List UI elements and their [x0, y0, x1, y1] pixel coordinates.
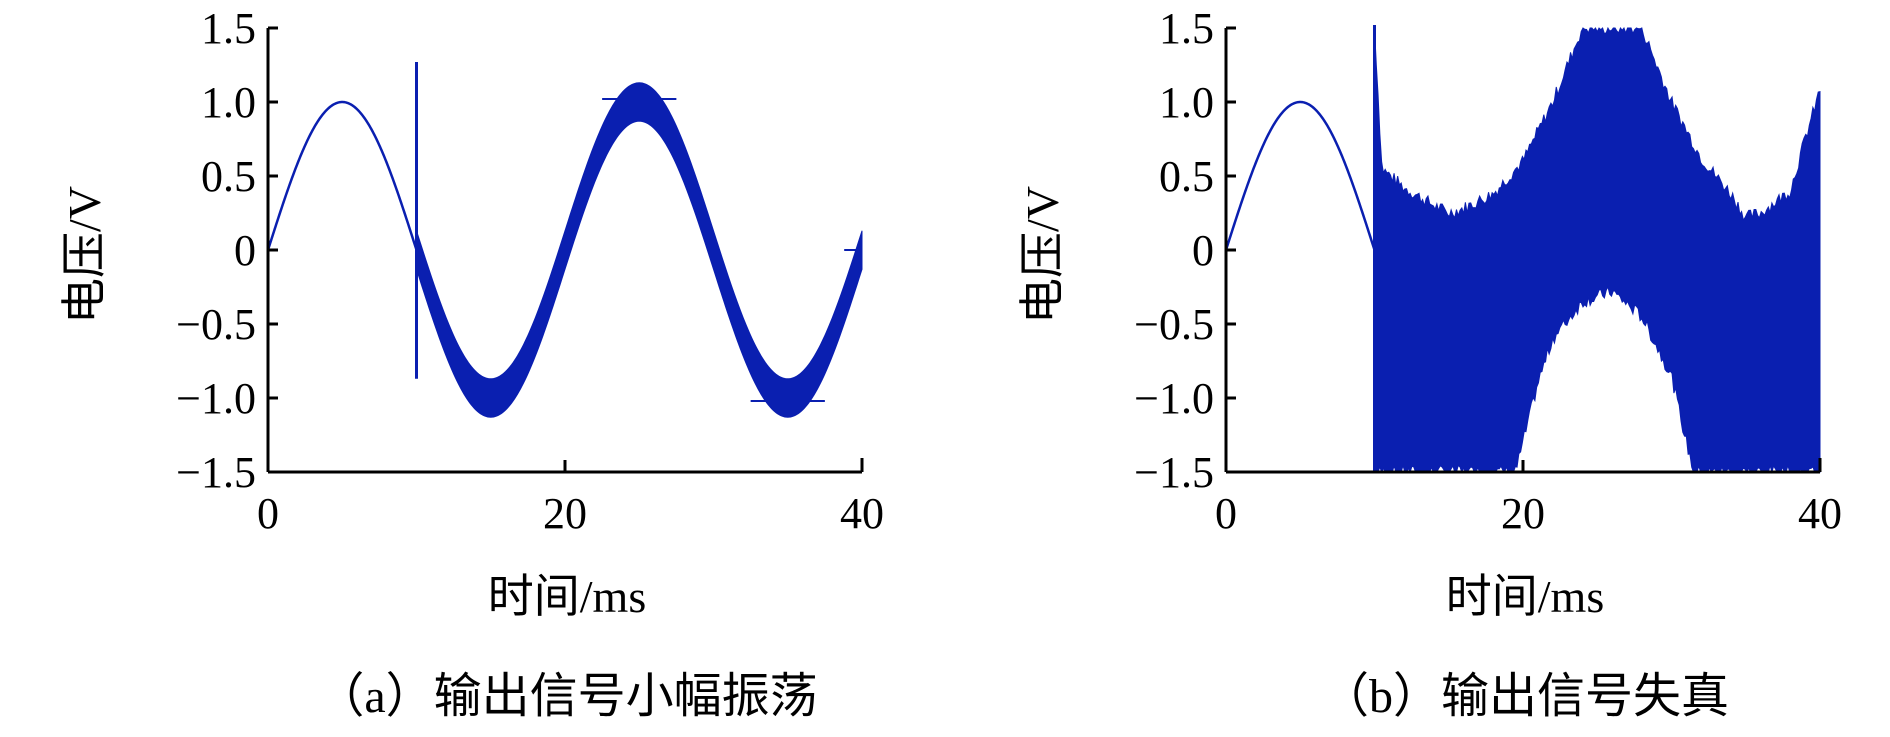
distortion-band — [1374, 26, 1821, 474]
x-tick-label: 40 — [1798, 489, 1842, 538]
y-tick-label: −0.5 — [176, 300, 256, 349]
x-tick-label: 20 — [543, 489, 587, 538]
y-tick-label: 0 — [234, 226, 256, 275]
y-tick-label: −1.0 — [176, 374, 256, 423]
caption-b: （b）输出信号失真 — [1321, 670, 1729, 723]
x-tick-label: 40 — [840, 489, 884, 538]
caption-a: （a）输出信号小幅振荡 — [316, 670, 817, 723]
y-tick-label: −1.5 — [1134, 448, 1214, 497]
x-ticks-b: 0 20 40 — [1215, 460, 1842, 538]
x-ticks-a: 0 20 40 — [257, 460, 884, 538]
x-tick-label: 0 — [1215, 489, 1237, 538]
y-axis-label-b: 电压/V — [1017, 186, 1068, 324]
y-tick-label: 1.5 — [201, 4, 256, 53]
x-axis-label-a: 时间/ms — [488, 571, 646, 622]
signal-plot-b — [1224, 25, 1821, 474]
signal-line-pre-disturbance — [266, 100, 418, 251]
y-tick-label: 0.5 — [1159, 152, 1214, 201]
chart-panel-b: 1.51.00.50−0.5−1.0−1.5 0 20 40 时间/ms 电压/V … — [1017, 4, 1842, 723]
y-tick-label: −1.5 — [176, 448, 256, 497]
y-tick-label: 1.5 — [1159, 4, 1214, 53]
x-tick-label: 20 — [1501, 489, 1545, 538]
oscillation-band — [416, 82, 863, 418]
y-tick-label: −1.0 — [1134, 374, 1214, 423]
x-axis-label-b: 时间/ms — [1446, 571, 1604, 622]
signal-line-pre-disturbance — [1224, 100, 1376, 251]
signal-plot-a — [266, 62, 863, 418]
x-tick-label: 0 — [257, 489, 279, 538]
y-tick-label: −0.5 — [1134, 300, 1214, 349]
y-tick-label: 0.5 — [201, 152, 256, 201]
y-tick-label: 0 — [1192, 226, 1214, 275]
y-tick-label: 1.0 — [201, 78, 256, 127]
chart-panel-a: 1.51.00.50−0.5−1.0−1.5 0 20 40 时间/ms 电压/V … — [59, 4, 884, 723]
y-axis-label-a: 电压/V — [59, 186, 110, 324]
y-ticks-b: 1.5 1.0 0.5 0 −0.5 −1.0 −1.5 — [1134, 4, 1236, 497]
y-ticks-a: 1.5 1.0 0.5 0 −0.5 −1.0 −1.5 — [176, 4, 278, 497]
y-tick-label: 1.0 — [1159, 78, 1214, 127]
